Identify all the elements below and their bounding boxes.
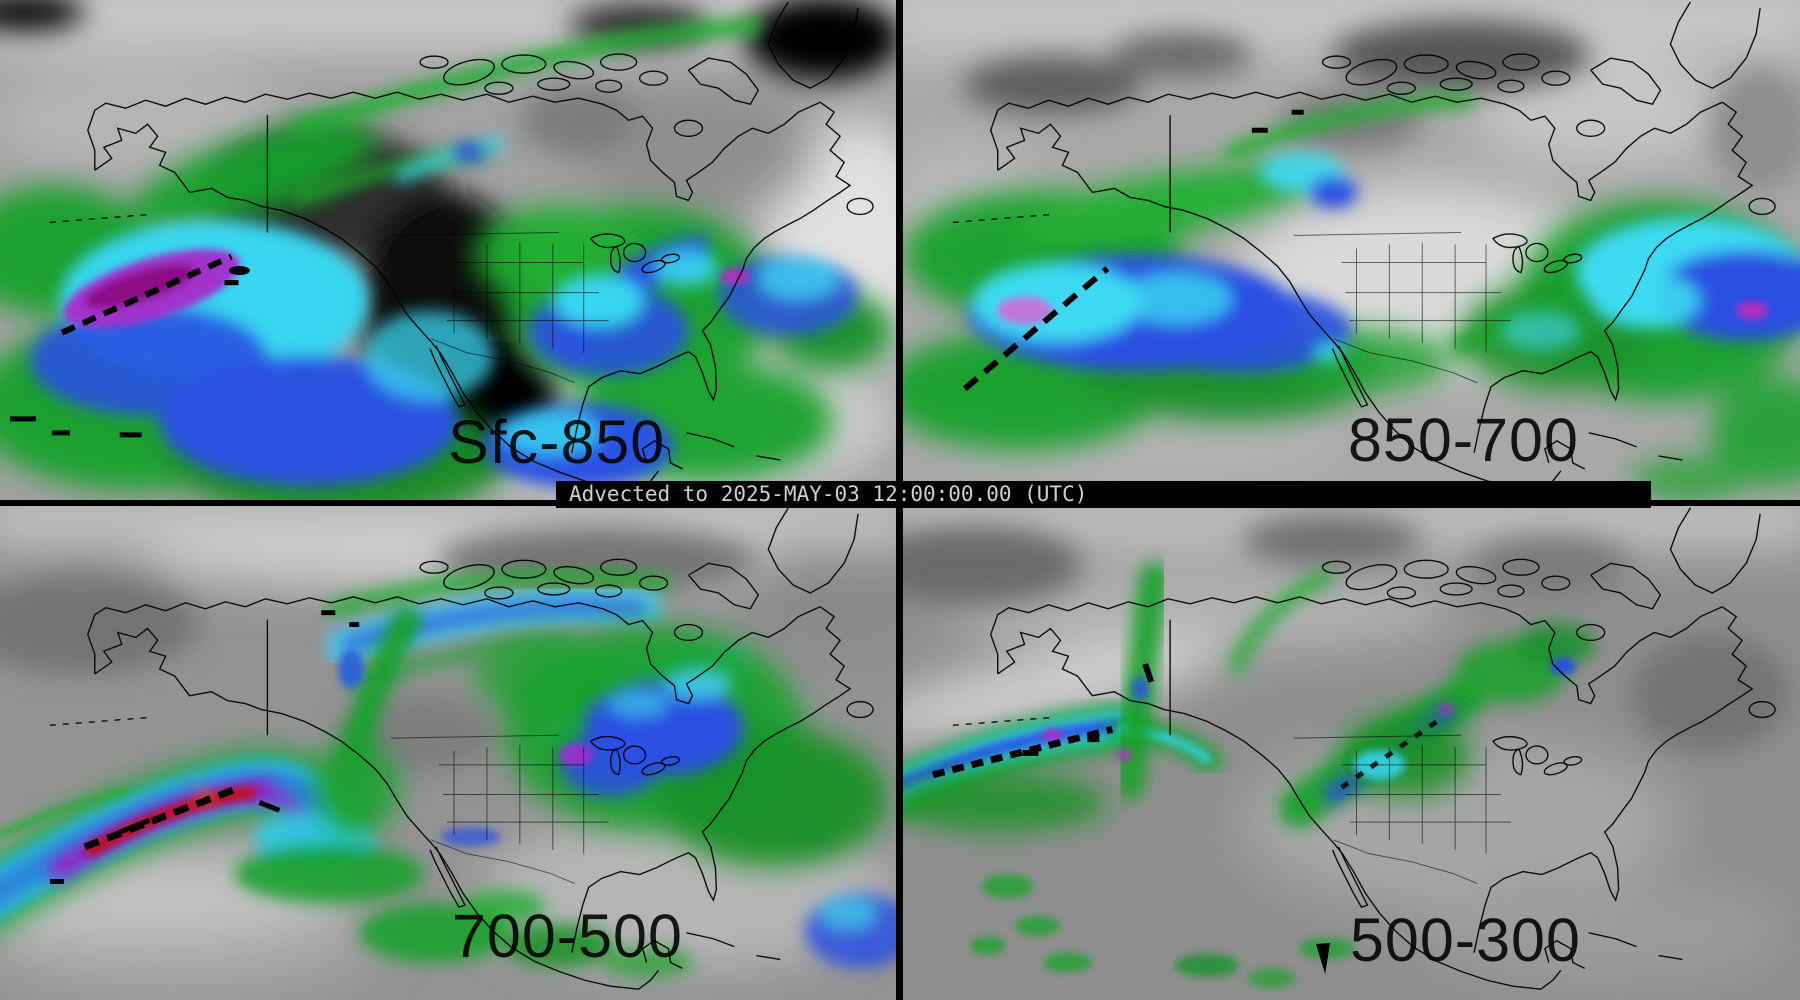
down-arrow-icon: ▼ bbox=[1310, 927, 1338, 987]
satellite-imagery-sfc-850 bbox=[0, 0, 898, 501]
advection-timestamp-bar: Advected to 2025-MAY-03 12:00:00.00 (UTC… bbox=[556, 481, 1651, 508]
satellite-imagery-850-700 bbox=[903, 0, 1800, 501]
advection-timestamp-text: Advected to 2025-MAY-03 12:00:00.00 (UTC… bbox=[569, 482, 1088, 506]
satellite-imagery-700-500 bbox=[0, 506, 898, 1000]
panel-850-700 bbox=[903, 0, 1800, 501]
satellite-imagery-500-300 bbox=[903, 506, 1800, 1000]
panel-500-300 bbox=[903, 506, 1800, 1000]
panel-700-500 bbox=[0, 506, 898, 1000]
panel-sfc-850 bbox=[0, 0, 898, 501]
